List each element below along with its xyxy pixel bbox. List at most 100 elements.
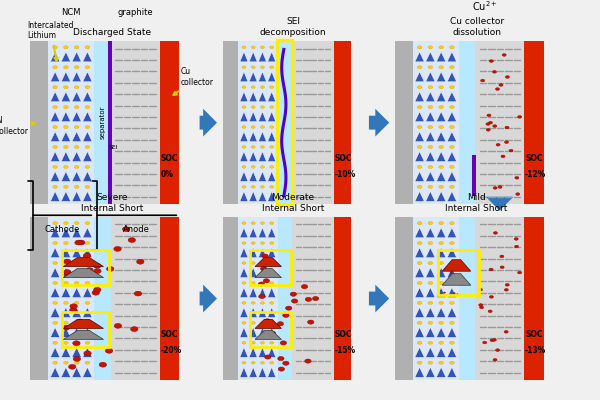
- Circle shape: [305, 297, 311, 302]
- Circle shape: [428, 126, 433, 128]
- Text: Intercalated
Lithium: Intercalated Lithium: [28, 21, 74, 61]
- Circle shape: [439, 46, 443, 49]
- Circle shape: [280, 341, 287, 345]
- Bar: [31, 217, 49, 380]
- Polygon shape: [50, 132, 60, 142]
- Text: -20%: -20%: [161, 346, 182, 355]
- Circle shape: [85, 185, 90, 188]
- Polygon shape: [415, 308, 424, 318]
- Circle shape: [53, 185, 58, 188]
- Polygon shape: [268, 367, 276, 377]
- Circle shape: [278, 367, 284, 371]
- Circle shape: [64, 46, 68, 49]
- Polygon shape: [415, 92, 424, 102]
- Circle shape: [75, 240, 82, 245]
- Polygon shape: [61, 192, 71, 202]
- Bar: [472, 155, 476, 196]
- Polygon shape: [240, 132, 248, 142]
- Circle shape: [499, 84, 503, 86]
- Circle shape: [505, 141, 509, 144]
- Polygon shape: [415, 367, 424, 377]
- Circle shape: [74, 301, 79, 304]
- Bar: [277, 40, 292, 205]
- Polygon shape: [249, 92, 257, 102]
- Circle shape: [439, 301, 443, 304]
- Text: Al
collector: Al collector: [0, 116, 35, 136]
- Circle shape: [505, 126, 509, 129]
- Circle shape: [509, 149, 513, 152]
- Polygon shape: [50, 228, 60, 238]
- Bar: [49, 217, 94, 380]
- Circle shape: [417, 185, 422, 188]
- Circle shape: [78, 331, 86, 336]
- Circle shape: [259, 294, 265, 298]
- Text: Severe
Internal Short: Severe Internal Short: [81, 193, 143, 213]
- Polygon shape: [83, 328, 92, 337]
- Bar: [223, 217, 238, 380]
- Polygon shape: [436, 308, 446, 318]
- Polygon shape: [415, 52, 424, 62]
- Text: -10%: -10%: [335, 170, 356, 179]
- Circle shape: [439, 66, 443, 69]
- Polygon shape: [240, 192, 248, 202]
- Bar: [413, 41, 458, 204]
- Polygon shape: [63, 268, 103, 278]
- Circle shape: [134, 291, 142, 296]
- Circle shape: [502, 54, 506, 56]
- Polygon shape: [240, 367, 248, 377]
- Circle shape: [260, 106, 265, 108]
- Circle shape: [490, 296, 493, 298]
- Circle shape: [260, 146, 265, 148]
- Circle shape: [428, 242, 433, 245]
- Circle shape: [260, 242, 265, 244]
- Polygon shape: [436, 92, 446, 102]
- Circle shape: [85, 86, 90, 89]
- Circle shape: [417, 321, 422, 324]
- Circle shape: [242, 242, 246, 244]
- Text: Cathode: Cathode: [44, 225, 80, 234]
- Bar: [49, 41, 94, 204]
- Circle shape: [85, 341, 90, 344]
- Circle shape: [292, 299, 298, 303]
- Polygon shape: [415, 347, 424, 357]
- Circle shape: [428, 222, 433, 225]
- Circle shape: [496, 349, 500, 352]
- Circle shape: [308, 320, 314, 324]
- Circle shape: [64, 270, 71, 274]
- Circle shape: [74, 66, 79, 69]
- Circle shape: [74, 282, 79, 284]
- Circle shape: [242, 186, 246, 188]
- Polygon shape: [259, 268, 266, 278]
- Circle shape: [260, 342, 265, 344]
- Circle shape: [242, 361, 246, 364]
- Polygon shape: [72, 288, 82, 298]
- Bar: [413, 217, 458, 380]
- Bar: [395, 41, 413, 204]
- Circle shape: [514, 238, 518, 240]
- Polygon shape: [83, 248, 92, 258]
- Text: separator: separator: [100, 106, 106, 140]
- Circle shape: [73, 341, 80, 346]
- Polygon shape: [436, 72, 446, 82]
- Circle shape: [242, 262, 246, 264]
- Circle shape: [313, 296, 319, 301]
- Polygon shape: [249, 132, 257, 142]
- Bar: [62, 250, 109, 286]
- Polygon shape: [425, 152, 435, 162]
- Circle shape: [64, 341, 68, 344]
- Circle shape: [439, 262, 443, 264]
- Text: Anode: Anode: [123, 225, 150, 234]
- Circle shape: [74, 146, 79, 148]
- Circle shape: [453, 269, 455, 270]
- Circle shape: [493, 186, 497, 189]
- Polygon shape: [83, 112, 92, 122]
- Circle shape: [428, 301, 433, 304]
- Circle shape: [493, 70, 497, 73]
- Circle shape: [505, 288, 508, 291]
- Polygon shape: [425, 308, 435, 318]
- Polygon shape: [63, 258, 103, 266]
- Circle shape: [94, 287, 101, 292]
- Circle shape: [269, 302, 274, 304]
- Circle shape: [439, 126, 443, 128]
- Polygon shape: [249, 288, 257, 298]
